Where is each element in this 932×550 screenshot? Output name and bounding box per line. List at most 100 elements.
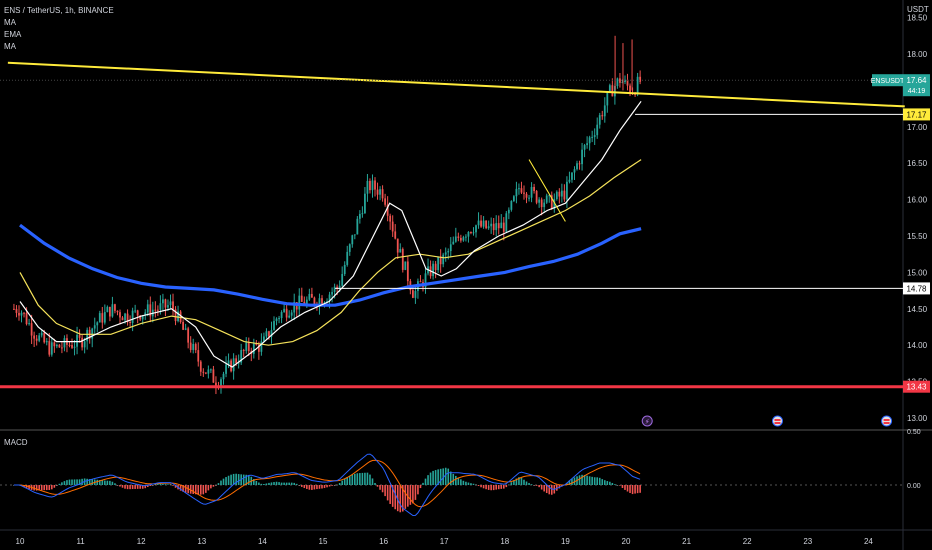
candle-body [555,191,558,200]
macd-histogram-bar [492,485,495,491]
candle-body [472,232,475,234]
macd-histogram-bar [566,482,568,485]
candle-body [86,329,89,342]
candle-body [465,236,467,238]
macd-histogram-bar [490,485,492,491]
macd-histogram-bar [525,481,528,485]
candle-body [386,204,389,216]
candle-body [126,313,129,322]
currency-unit[interactable]: USDT [907,5,929,14]
macd-histogram-bar [485,485,487,490]
macd-line[interactable] [13,453,641,517]
macd-histogram-bar [465,481,467,485]
indicator-label-ema[interactable]: EMA [4,30,22,39]
macd-pane: 0.50 0.00 [0,429,921,517]
wedge-line[interactable] [528,159,566,222]
candle-body [63,338,66,348]
candle-body [603,105,606,117]
trendline[interactable] [7,61,905,108]
macd-histogram-bar [437,469,439,485]
candle-body [341,274,344,286]
time-tick-label: 16 [379,537,388,546]
price-tick-label: 14.50 [907,305,928,314]
macd-histogram-bar [167,484,169,485]
candle-body [78,334,81,338]
macd-histogram-bar [232,473,235,485]
macd-histogram-bar [174,485,177,488]
macd-histogram-bar [184,485,187,493]
candle-body [139,315,142,320]
macd-histogram-bar [111,481,114,485]
macd-histogram-bar [265,483,268,485]
macd-histogram-bar [502,485,505,489]
macd-histogram-bar [225,477,227,485]
macd-title[interactable]: MACD [4,438,28,447]
candle-body [560,190,563,197]
price-tick-label: 16.50 [907,159,928,168]
indicator-label-ma-2[interactable]: MA [4,42,16,51]
macd-histogram-bar [58,483,61,485]
macd-histogram-bar [444,467,447,485]
macd-histogram-bar [624,485,626,490]
candle-body [601,115,604,117]
candle-body [235,358,238,364]
macd-histogram-bar [530,484,533,485]
candle-body [454,236,457,242]
macd-histogram-bar [66,480,68,485]
macd-histogram-bar [210,485,212,489]
candle-body [28,323,30,325]
ema-line[interactable] [19,159,642,346]
macd-histogram-bar [326,485,328,488]
candle-body [252,343,255,354]
candle-body [106,306,109,313]
candle-body [187,328,190,343]
macd-histogram-bar [366,472,369,485]
flag-stripe [883,419,890,421]
macd-tick-label: 0.00 [907,483,921,490]
candle-body [96,322,99,326]
candle-body [131,310,134,323]
candle-body [313,297,316,305]
candle-body [563,190,566,200]
candle-body [159,303,162,310]
macd-histogram-bar [518,477,520,485]
macd-histogram-bar [253,479,255,485]
macd-histogram-bar [571,478,573,485]
candle-body [273,321,275,331]
macd-histogram-bar [197,485,200,495]
indicator-label-ma[interactable]: MA [4,18,16,27]
macd-histogram-bar [290,482,293,485]
candle-body [530,186,533,198]
macd-histogram-bar [467,482,470,485]
candle-body [353,234,356,236]
macd-histogram-bar [452,473,455,485]
candle-body [467,232,470,237]
macd-histogram-bar [535,485,538,486]
candle-body [108,306,111,317]
macd-histogram-bar [116,485,119,486]
candle-body [13,308,15,310]
lightning-icon[interactable] [641,415,653,427]
macd-histogram-bar [76,479,78,485]
candle-body [482,220,485,227]
macd-histogram-bar [205,485,207,493]
candle-body [366,180,369,194]
candle-body [144,312,147,316]
macd-histogram-bar [237,474,240,485]
macd-histogram-bar [427,475,429,485]
macd-histogram-bar [235,473,237,485]
candle-body [111,304,114,317]
candle-body [149,304,152,317]
candle-body [53,342,56,347]
candle-body [500,222,503,229]
macd-histogram-bar [616,484,619,486]
macd-histogram-bar [293,482,296,485]
candle-body [593,135,596,137]
candle-body [333,286,336,292]
macd-histogram-bar [346,477,349,485]
symbol-title[interactable]: ENS / TetherUS, 1h, BINANCE [4,6,114,15]
ma-fast-line[interactable] [19,100,642,368]
macd-histogram-bar [328,485,331,487]
ma-slow-line[interactable] [19,223,642,307]
